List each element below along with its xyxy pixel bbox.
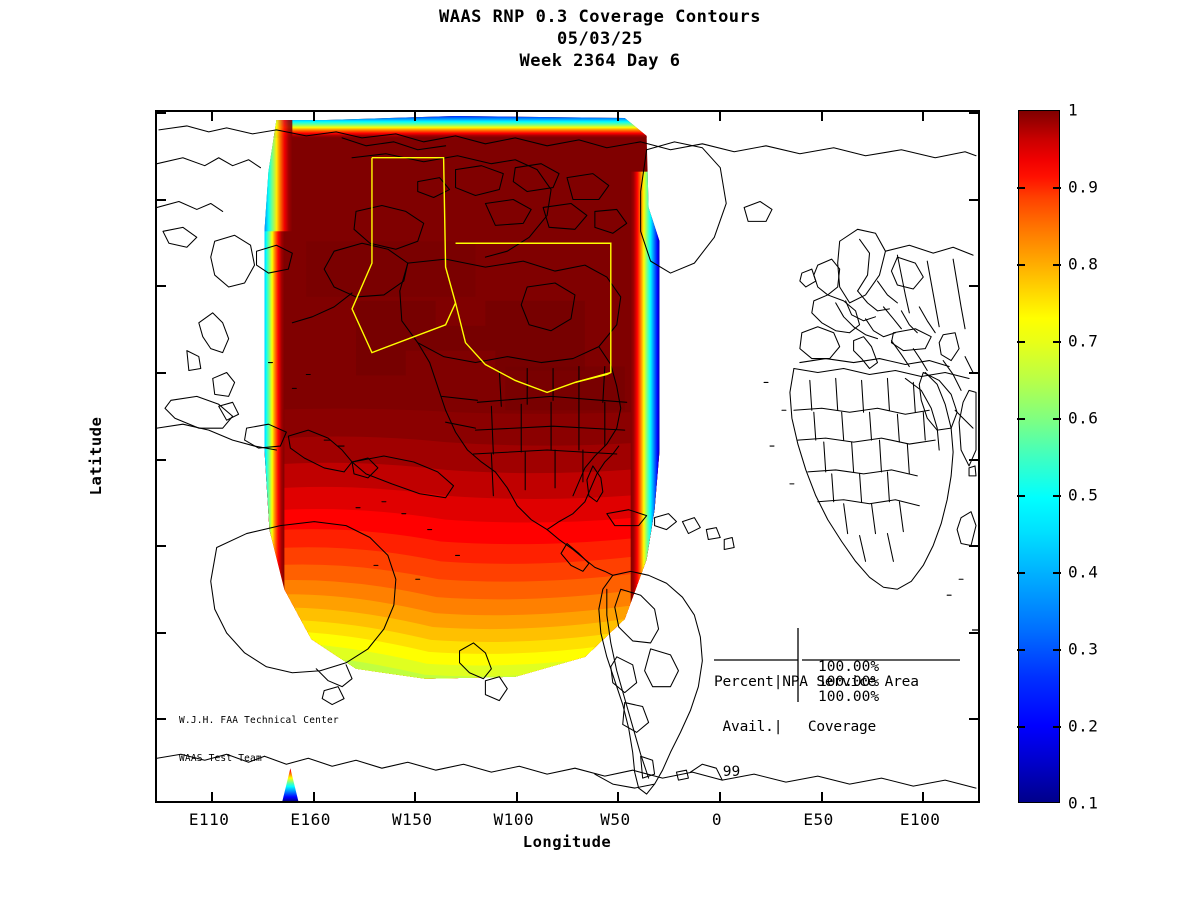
x-tick xyxy=(313,792,315,801)
colorbar-tick xyxy=(1053,726,1061,728)
y-tick xyxy=(157,545,166,547)
y-tick xyxy=(157,632,166,634)
colorbar-tick-left xyxy=(1017,495,1025,497)
colorbar-tick xyxy=(1053,418,1061,420)
x-tick xyxy=(922,792,924,801)
colorbar xyxy=(1018,110,1060,803)
y-tick xyxy=(157,112,166,114)
colorbar-tick-left xyxy=(1017,726,1025,728)
colorbar-tick xyxy=(1053,187,1061,189)
colorbar-tick xyxy=(1053,341,1061,343)
x-tick xyxy=(516,792,518,801)
y-tick-right xyxy=(969,372,978,374)
y-tick xyxy=(157,718,166,720)
colorbar-label: 0.2 xyxy=(1068,717,1098,736)
y-tick-right xyxy=(969,545,978,547)
stats-coverage-2: 100.00% xyxy=(818,690,879,705)
x-tick-label: W100 xyxy=(494,810,535,829)
colorbar-label: 0.6 xyxy=(1068,409,1098,428)
x-tick xyxy=(617,792,619,801)
title-line-1: WAAS RNP 0.3 Coverage Contours xyxy=(0,6,1200,28)
x-tick-top xyxy=(719,112,721,121)
stats-subheader-right: Coverage xyxy=(808,719,876,735)
x-tick-top xyxy=(516,112,518,121)
x-tick-label: E50 xyxy=(803,810,833,829)
y-tick-right xyxy=(969,632,978,634)
x-tick xyxy=(211,792,213,801)
colorbar-gradient xyxy=(1018,110,1060,803)
watermark-line-1: W.J.H. FAA Technical Center xyxy=(179,715,339,728)
y-tick xyxy=(157,459,166,461)
x-tick-top xyxy=(313,112,315,121)
y-tick-right xyxy=(969,112,978,114)
x-tick-label: W150 xyxy=(392,810,433,829)
stats-coverage-0: 100.00% xyxy=(818,660,879,675)
x-axis-title: Longitude xyxy=(523,833,612,851)
stats-header-row: Percent|NPA Service Area xyxy=(714,675,919,690)
watermark-text: W.J.H. FAA Technical Center WAAS Test Te… xyxy=(179,690,339,790)
colorbar-tick xyxy=(1053,572,1061,574)
x-tick-label: W50 xyxy=(600,810,630,829)
title-line-3: Week 2364 Day 6 xyxy=(0,50,1200,72)
x-tick-top xyxy=(617,112,619,121)
colorbar-tick xyxy=(1053,495,1061,497)
map-plot-area: W.J.H. FAA Technical Center WAAS Test Te… xyxy=(155,110,980,803)
y-tick xyxy=(157,199,166,201)
colorbar-tick-left xyxy=(1017,572,1025,574)
y-tick-right xyxy=(969,459,978,461)
colorbar-label: 0.9 xyxy=(1068,178,1098,197)
colorbar-tick-left xyxy=(1017,341,1025,343)
x-tick xyxy=(821,792,823,801)
y-tick xyxy=(157,372,166,374)
colorbar-label: 1 xyxy=(1068,101,1078,120)
stats-subheader-left: Avail. xyxy=(723,719,774,735)
x-tick-label: E160 xyxy=(290,810,331,829)
y-tick-right xyxy=(969,285,978,287)
x-tick-label: E110 xyxy=(189,810,230,829)
y-axis-title: Latitude xyxy=(87,417,105,496)
colorbar-tick-left xyxy=(1017,264,1025,266)
x-tick xyxy=(719,792,721,801)
colorbar-tick-left xyxy=(1017,649,1025,651)
chart-title-block: WAAS RNP 0.3 Coverage Contours 05/03/25 … xyxy=(0,6,1200,72)
colorbar-tick-left xyxy=(1017,418,1025,420)
x-tick-label: 0 xyxy=(712,810,722,829)
stats-avail-0: 99 xyxy=(723,764,740,780)
stats-subheader-row: Avail.| Coverage xyxy=(714,720,919,735)
colorbar-label: 0.1 xyxy=(1068,794,1098,813)
colorbar-label: 0.5 xyxy=(1068,486,1098,505)
watermark-line-2: WAAS Test Team xyxy=(179,753,339,766)
colorbar-label: 0.7 xyxy=(1068,332,1098,351)
x-tick-top xyxy=(414,112,416,121)
colorbar-label: 0.3 xyxy=(1068,640,1098,659)
x-tick-top xyxy=(821,112,823,121)
title-line-2: 05/03/25 xyxy=(0,28,1200,50)
table-row: 99 xyxy=(714,765,919,780)
x-tick-top xyxy=(922,112,924,121)
colorbar-tick-left xyxy=(1017,187,1025,189)
stats-header-left: Percent xyxy=(714,674,774,690)
x-tick-label: E100 xyxy=(900,810,941,829)
colorbar-label: 0.8 xyxy=(1068,255,1098,274)
colorbar-label: 0.4 xyxy=(1068,563,1098,582)
y-tick-right xyxy=(969,718,978,720)
y-tick xyxy=(157,285,166,287)
x-tick xyxy=(414,792,416,801)
stats-coverage-1: 100.00% xyxy=(818,675,879,690)
colorbar-tick xyxy=(1053,649,1061,651)
colorbar-tick xyxy=(1053,264,1061,266)
npa-coverage-stats-table: Percent|NPA Service Area Avail.| Coverag… xyxy=(714,630,919,803)
x-tick-top xyxy=(211,112,213,121)
y-tick-right xyxy=(969,199,978,201)
